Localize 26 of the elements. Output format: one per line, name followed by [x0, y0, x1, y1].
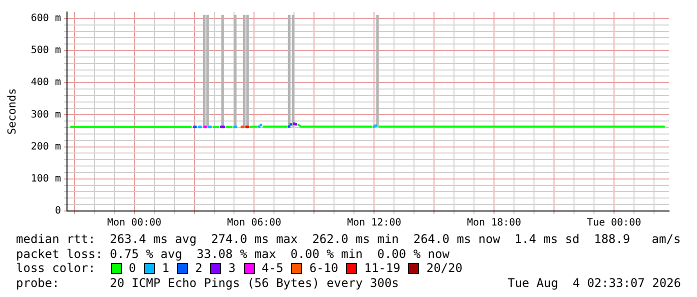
legend-label: 3	[228, 261, 236, 276]
legend-label: 1	[162, 261, 170, 276]
y-tick-label: 600 m	[30, 13, 61, 24]
text: probe: 20 ICMP Echo Pings (56 Bytes) every 300s	[16, 276, 399, 290]
legend-title: loss color:	[16, 261, 96, 276]
legend-label: 4-5	[262, 261, 284, 276]
legend-label: 11-19	[364, 261, 400, 276]
legend-label: 20/20	[426, 261, 462, 276]
legend-label: 0	[128, 261, 136, 276]
x-tick-label: Mon 06:00	[227, 218, 282, 229]
legend-label: 2	[195, 261, 202, 276]
y-tick-label: 0	[54, 206, 61, 217]
text: median rtt: 263.4 ms avg 274.0 ms max 262.0 ms min 264.0 ms now 1.4 ms sd 188.9 am/s	[16, 232, 682, 246]
y-tick-label: 500 m	[30, 45, 61, 56]
text: Tue Aug 4 02:33:07 2026	[508, 276, 681, 290]
y-tick-label: 400 m	[30, 77, 61, 88]
y-tick-label: 100 m	[30, 173, 61, 184]
x-tick-label: Tue 00:00	[586, 218, 642, 229]
x-tick-label: Mon 00:00	[107, 218, 162, 229]
text: packet loss: 0.75 % avg 33.08 % max 0.00 % min 0.00 % now	[16, 246, 450, 261]
x-tick-label: Mon 12:00	[347, 218, 402, 229]
y-tick-label: 300 m	[30, 109, 61, 120]
x-tick-label: Mon 18:00	[467, 218, 522, 229]
y-tick-label: 200 m	[30, 141, 61, 152]
y-axis-title: Seconds	[5, 88, 18, 135]
legend-label: 6-10	[309, 261, 338, 276]
